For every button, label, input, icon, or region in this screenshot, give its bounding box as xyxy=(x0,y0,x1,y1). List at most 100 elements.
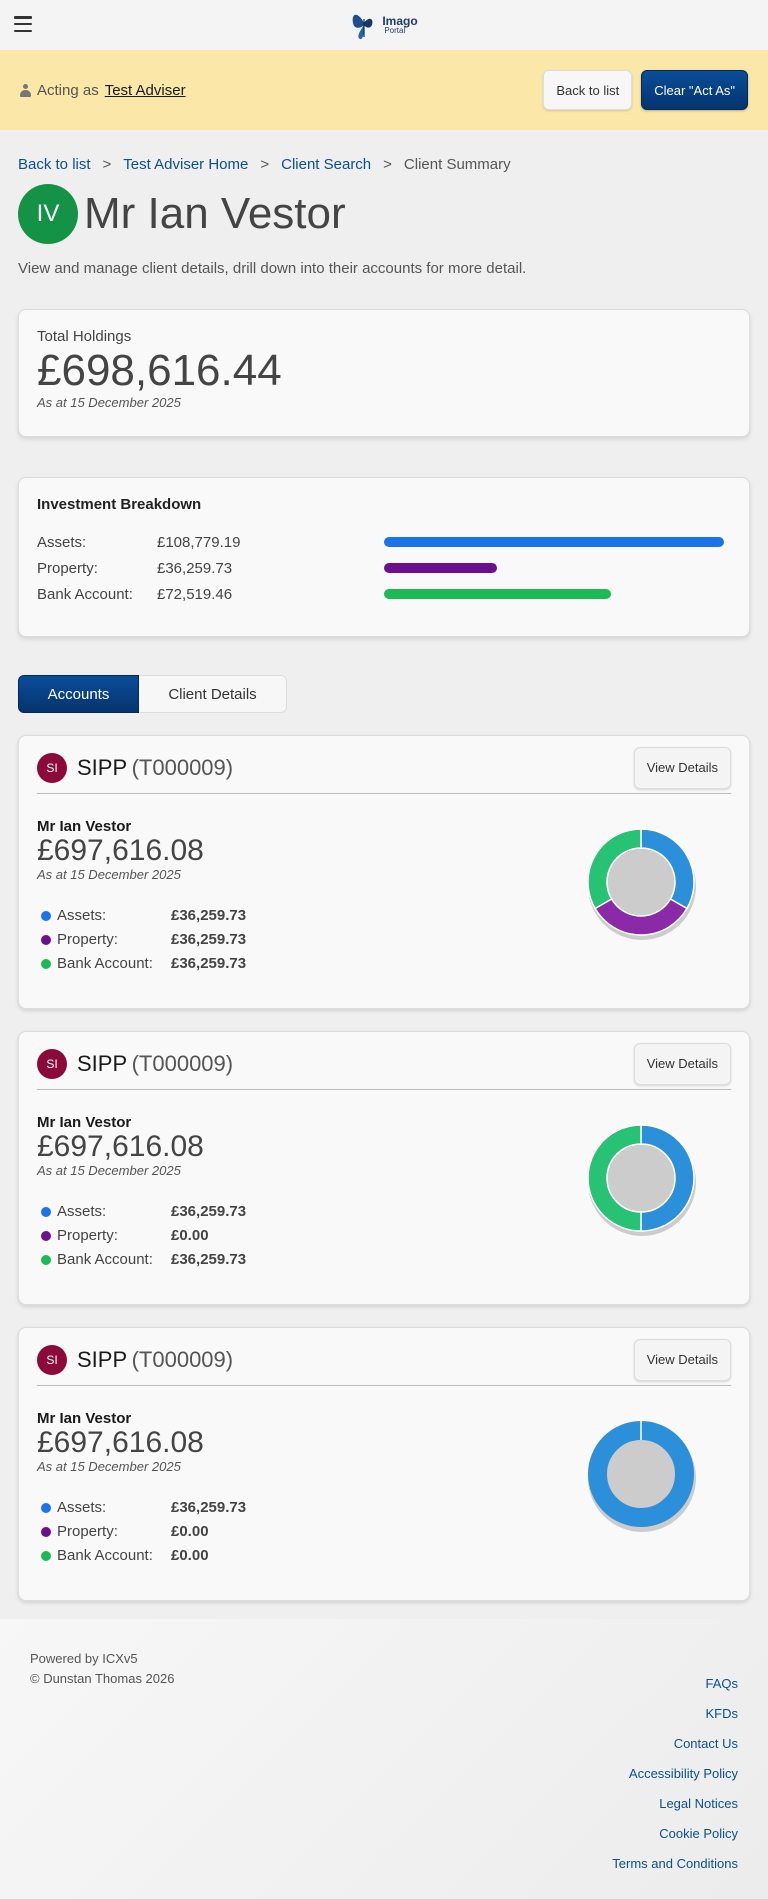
logo-subtitle: Portal xyxy=(384,26,406,35)
clear-act-as-button[interactable]: Clear "Act As" xyxy=(641,70,748,110)
account-legend: Assets: £36,259.73 Property: £36,259.73 Bank… xyxy=(37,904,246,976)
account-card: SI SIPP (T000009) View Details Mr Ian Vesto… xyxy=(18,1327,750,1601)
account-card: SI SIPP (T000009) View Details Mr Ian Vesto… xyxy=(18,1031,750,1305)
account-amount: £697,616.08 xyxy=(37,1130,204,1163)
breakdown-bar xyxy=(384,563,498,573)
legend-dot xyxy=(41,910,51,921)
tab-accounts[interactable]: Accounts xyxy=(18,675,139,713)
view-details-button[interactable]: View Details xyxy=(633,746,731,789)
legend-value: £36,259.73 xyxy=(171,1203,247,1220)
acting-as-name[interactable]: Test Adviser xyxy=(104,81,186,99)
account-date: As at 15 December 2025 xyxy=(37,1162,181,1178)
footer-link-faqs[interactable]: FAQs xyxy=(705,1676,738,1691)
breadcrumb: Back to list > Test Adviser Home > Clien… xyxy=(0,130,768,178)
legend-value: £0.00 xyxy=(171,1547,209,1564)
breakdown-bar-track xyxy=(384,563,724,573)
tab-client-details[interactable]: Client Details xyxy=(139,675,287,713)
legend-dot xyxy=(41,1550,51,1561)
breakdown-bar xyxy=(384,589,611,599)
footer-link-terms-and-conditions[interactable]: Terms and Conditions xyxy=(612,1856,738,1871)
breakdown-bar-track xyxy=(384,589,724,599)
account-name: SIPP xyxy=(77,1050,128,1076)
account-donut-chart xyxy=(571,1404,711,1568)
footer-link-kfds[interactable]: KFDs xyxy=(705,1706,739,1721)
breadcrumb-back-to-list[interactable]: Back to list xyxy=(18,155,91,173)
legend-row: Property: £0.00 xyxy=(37,1224,246,1248)
total-holdings-date: As at 15 December 2025 xyxy=(37,395,181,411)
legend-label: Bank Account: xyxy=(57,1547,153,1564)
legend-label: Assets: xyxy=(57,1499,107,1516)
account-client-name: Mr Ian Vestor xyxy=(37,818,132,835)
breadcrumb-separator: > xyxy=(260,155,270,173)
footer: Powered by ICXv5 © Dunstan Thomas 2026 F… xyxy=(0,1619,768,1899)
legend-label: Bank Account: xyxy=(57,1251,153,1268)
legend-label: Assets: xyxy=(57,907,107,924)
legend-row: Assets: £36,259.73 xyxy=(37,904,246,928)
account-code: (T000009) xyxy=(131,1346,234,1372)
back-to-list-button[interactable]: Back to list xyxy=(543,70,633,110)
powered-by: Powered by ICXv5 xyxy=(30,1651,138,1666)
breakdown-value: £36,259.73 xyxy=(157,559,233,577)
breakdown-label: Property: xyxy=(37,559,98,577)
breadcrumb-client-search[interactable]: Client Search xyxy=(281,155,372,173)
donut-slice-bank xyxy=(587,1124,642,1232)
legend-value: £0.00 xyxy=(171,1227,209,1244)
legend-dot xyxy=(41,1206,51,1217)
donut-slice-assets xyxy=(640,1124,695,1232)
total-holdings-card: Total Holdings £698,616.44 As at 15 Dece… xyxy=(18,309,750,437)
view-details-button[interactable]: View Details xyxy=(633,1042,731,1085)
breakdown-value: £108,779.19 xyxy=(157,533,241,551)
account-client-name: Mr Ian Vestor xyxy=(37,1114,132,1131)
investment-breakdown-card: Investment Breakdown Assets: £108,779.19 P… xyxy=(18,477,750,637)
legend-dot xyxy=(41,1254,51,1265)
legend-label: Property: xyxy=(57,931,118,948)
page-subtitle: View and manage client details, drill do… xyxy=(18,260,527,277)
account-name: SIPP xyxy=(77,754,128,780)
footer-link-accessibility-policy[interactable]: Accessibility Policy xyxy=(628,1766,738,1781)
account-donut-chart xyxy=(571,1108,711,1272)
footer-link-cookie-policy[interactable]: Cookie Policy xyxy=(659,1826,738,1841)
footer-link-legal-notices[interactable]: Legal Notices xyxy=(659,1796,738,1811)
account-date: As at 15 December 2025 xyxy=(37,1458,181,1474)
total-holdings-amount: £698,616.44 xyxy=(37,346,282,395)
view-details-button[interactable]: View Details xyxy=(633,1338,731,1381)
account-legend: Assets: £36,259.73 Property: £0.00 Bank Acco… xyxy=(37,1496,246,1568)
legend-label: Property: xyxy=(57,1227,118,1244)
client-avatar: IV xyxy=(18,184,78,244)
copyright: © Dunstan Thomas 2026 xyxy=(30,1671,175,1686)
legend-row: Bank Account: £36,259.73 xyxy=(37,1248,246,1272)
breakdown-bar xyxy=(384,537,724,547)
breadcrumb-current: Client Summary xyxy=(403,155,511,173)
logo-title: Imago xyxy=(382,14,418,28)
account-legend: Assets: £36,259.73 Property: £0.00 Bank Acco… xyxy=(37,1200,246,1272)
account-code: (T000009) xyxy=(131,754,234,780)
legend-value: £36,259.73 xyxy=(171,1499,247,1516)
breakdown-value: £72,519.46 xyxy=(157,585,233,603)
person-icon xyxy=(20,83,31,97)
breadcrumb-separator: > xyxy=(102,155,112,173)
legend-label: Property: xyxy=(57,1523,118,1540)
footer-link-contact-us[interactable]: Contact Us xyxy=(673,1736,738,1751)
investment-breakdown-title: Investment Breakdown xyxy=(37,496,202,513)
legend-row: Bank Account: £0.00 xyxy=(37,1544,246,1568)
breadcrumb-adviser-home[interactable]: Test Adviser Home xyxy=(123,155,249,173)
legend-row: Property: £36,259.73 xyxy=(37,928,246,952)
legend-value: £36,259.73 xyxy=(171,931,247,948)
breakdown-row: Bank Account: £72,519.46 xyxy=(37,581,731,607)
legend-row: Property: £0.00 xyxy=(37,1520,246,1544)
legend-dot xyxy=(41,1230,51,1241)
breadcrumb-separator: > xyxy=(383,155,392,173)
logo[interactable]: Imago Portal xyxy=(350,9,418,41)
breakdown-label: Bank Account: xyxy=(37,585,133,603)
breakdown-row: Assets: £108,779.19 xyxy=(37,529,731,555)
account-code: (T000009) xyxy=(131,1050,234,1076)
menu-icon[interactable] xyxy=(14,16,32,32)
account-header: SI SIPP (T000009) View Details xyxy=(37,746,731,794)
account-badge: SI xyxy=(37,1344,67,1375)
legend-dot xyxy=(41,1502,51,1513)
legend-value: £36,259.73 xyxy=(171,955,247,972)
account-donut-chart xyxy=(571,812,711,976)
legend-label: Assets: xyxy=(57,1203,107,1220)
top-bar: Imago Portal xyxy=(0,0,768,50)
page-header: IV Mr Ian Vestor xyxy=(0,184,768,244)
